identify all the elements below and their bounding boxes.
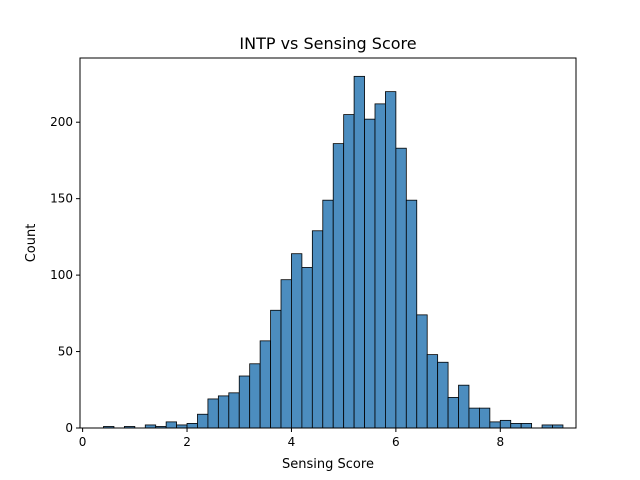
histogram-bar bbox=[458, 384, 470, 429]
histogram-bar bbox=[437, 361, 449, 429]
histogram-bar bbox=[332, 143, 345, 429]
histogram-bar bbox=[207, 398, 219, 429]
histogram-bar bbox=[426, 354, 439, 429]
histogram-bar bbox=[479, 407, 491, 429]
histogram-bar bbox=[510, 423, 522, 429]
histogram-bar bbox=[385, 91, 397, 429]
histogram-bar bbox=[238, 375, 251, 429]
histogram-bar bbox=[364, 118, 376, 429]
histogram-bar bbox=[291, 253, 303, 429]
histogram-bar bbox=[301, 267, 313, 429]
y-tick-label: 100 bbox=[50, 268, 73, 282]
y-axis: 0 50 100 150 200 bbox=[50, 115, 80, 435]
plot-frame bbox=[79, 57, 577, 429]
y-tick-label: 0 bbox=[65, 421, 73, 435]
histogram-bar bbox=[311, 230, 324, 429]
x-tick-label: 6 bbox=[392, 435, 400, 449]
histogram-bar bbox=[197, 413, 209, 429]
histogram-bar bbox=[228, 392, 240, 429]
histogram-bar bbox=[405, 199, 418, 429]
y-tick-label: 200 bbox=[50, 115, 73, 129]
histogram-bar bbox=[249, 363, 261, 429]
x-tick-label: 8 bbox=[496, 435, 504, 449]
y-tick-label: 150 bbox=[50, 192, 73, 206]
histogram-bar bbox=[447, 397, 459, 429]
y-tick-label: 50 bbox=[58, 345, 73, 359]
bars-group bbox=[103, 75, 564, 429]
y-axis-label: Count bbox=[24, 224, 39, 263]
x-axis: 0 2 4 6 8 bbox=[79, 428, 504, 449]
x-axis-label: Sensing Score bbox=[282, 457, 374, 472]
histogram-bar bbox=[416, 314, 428, 429]
histogram-bar bbox=[353, 75, 365, 429]
histogram-bar bbox=[374, 103, 386, 429]
histogram-bar bbox=[322, 199, 334, 429]
histogram-bar bbox=[165, 421, 177, 429]
x-tick-label: 2 bbox=[183, 435, 191, 449]
histogram-bar bbox=[489, 421, 501, 429]
histogram-bar bbox=[343, 114, 355, 429]
histogram-bar bbox=[520, 423, 533, 429]
histogram-bar bbox=[499, 419, 512, 429]
histogram-bar bbox=[395, 147, 407, 429]
x-tick-label: 4 bbox=[288, 435, 296, 449]
histogram-bar bbox=[217, 395, 230, 429]
histogram-bar bbox=[186, 423, 198, 429]
histogram-bar bbox=[468, 407, 480, 429]
chart-title: INTP vs Sensing Score bbox=[239, 34, 416, 53]
histogram-bar bbox=[259, 340, 271, 429]
histogram-bar bbox=[270, 309, 282, 429]
x-tick-label: 0 bbox=[79, 435, 87, 449]
histogram-bar bbox=[280, 279, 292, 429]
